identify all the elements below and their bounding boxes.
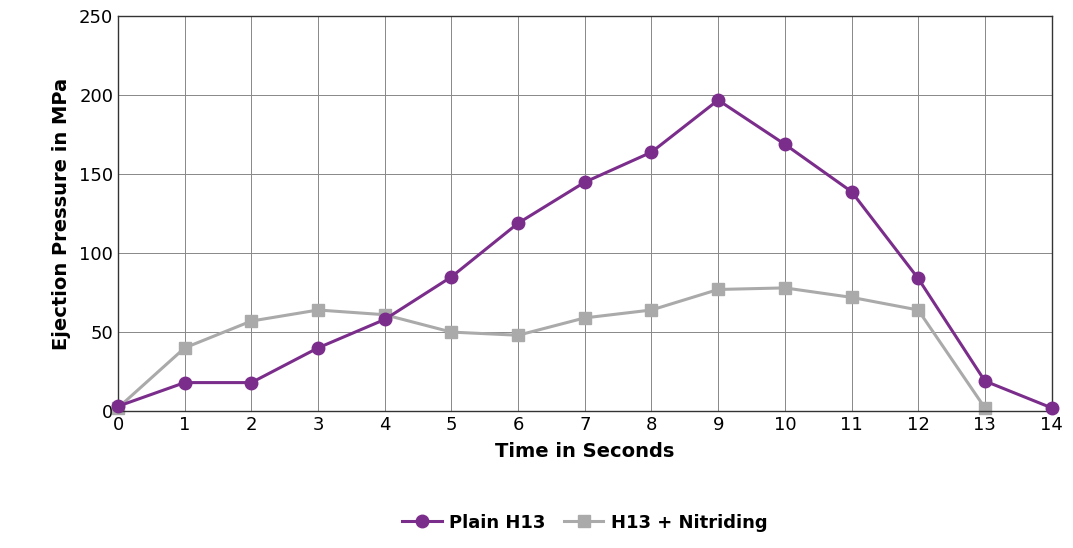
Y-axis label: Ejection Pressure in MPa: Ejection Pressure in MPa (52, 78, 71, 350)
H13 + Nitriding (778, 284, 791, 291)
H13 + Nitriding (645, 307, 658, 313)
Plain H13 (112, 403, 124, 409)
H13 + Nitriding (112, 404, 124, 411)
Plain H13 (379, 316, 392, 323)
Plain H13 (711, 97, 724, 104)
Plain H13 (778, 141, 791, 147)
H13 + Nitriding (578, 315, 591, 321)
H13 + Nitriding (445, 329, 458, 335)
Plain H13 (245, 379, 258, 386)
H13 + Nitriding (512, 332, 525, 339)
Plain H13 (178, 379, 191, 386)
H13 + Nitriding (379, 311, 392, 318)
X-axis label: Time in Seconds: Time in Seconds (495, 442, 675, 461)
Plain H13 (512, 220, 525, 226)
Plain H13 (979, 378, 991, 384)
Plain H13 (445, 273, 458, 280)
Legend: Plain H13, H13 + Nitriding: Plain H13, H13 + Nitriding (395, 507, 775, 540)
Plain H13 (1045, 404, 1058, 411)
Plain H13 (311, 345, 324, 351)
Plain H13 (645, 149, 658, 156)
H13 + Nitriding (178, 345, 191, 351)
H13 + Nitriding (912, 307, 925, 313)
H13 + Nitriding (846, 294, 858, 301)
H13 + Nitriding (979, 404, 991, 411)
Plain H13 (912, 275, 925, 282)
Plain H13 (578, 179, 591, 185)
Line: Plain H13: Plain H13 (112, 94, 1058, 414)
H13 + Nitriding (245, 318, 258, 324)
Line: H13 + Nitriding: H13 + Nitriding (113, 282, 990, 413)
H13 + Nitriding (311, 307, 324, 313)
Plain H13 (846, 189, 858, 195)
H13 + Nitriding (711, 286, 724, 293)
